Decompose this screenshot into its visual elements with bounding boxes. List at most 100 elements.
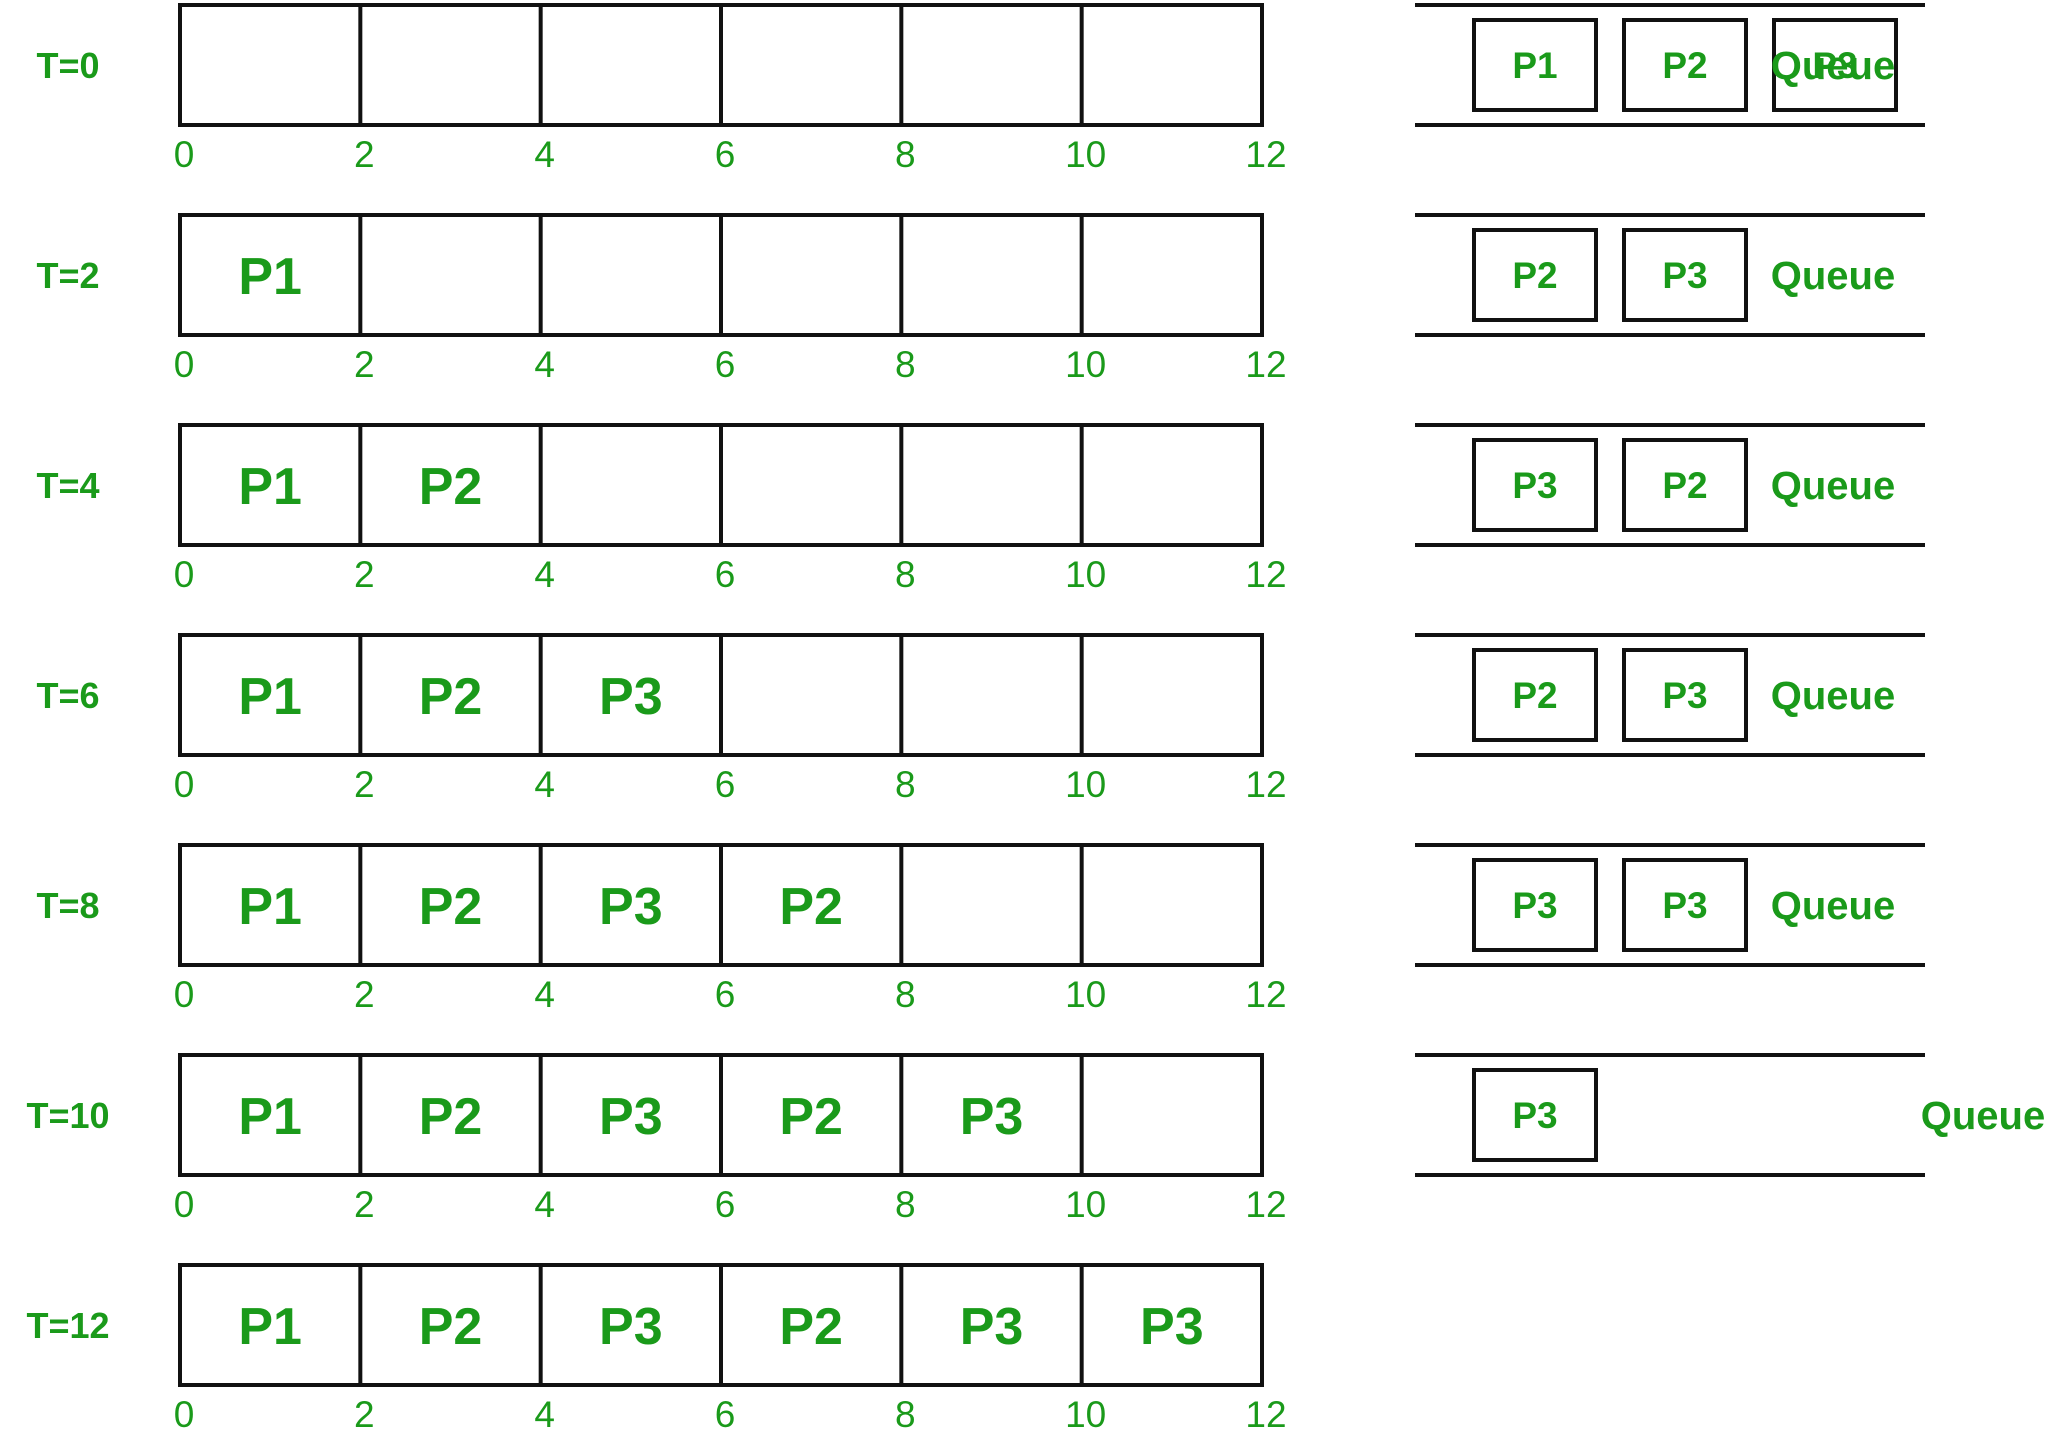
time-label: T=12	[26, 1305, 109, 1346]
axis-tick-label: 4	[534, 554, 555, 595]
timeline-row: T=10 P1 P2 P3 P2 P3 0 2 4 6 8 10 12 P3 Queue	[26, 1053, 2045, 1225]
time-label: T=4	[36, 465, 99, 506]
gantt-process-label: P3	[599, 878, 663, 936]
queue-process-box	[1622, 18, 1748, 112]
queue-process-box	[1472, 438, 1598, 532]
axis-tick-label: 12	[1245, 1394, 1286, 1435]
queue-process-label: P2	[1662, 45, 1707, 86]
queue-process-label: P3	[1512, 885, 1557, 926]
axis-tick-label: 0	[174, 1394, 195, 1435]
axis-tick-label: 4	[534, 1394, 555, 1435]
gantt-process-label: P3	[1140, 1298, 1204, 1356]
queue-process-label: P3	[1512, 1095, 1557, 1136]
axis-tick-label: 8	[895, 764, 916, 805]
queue-process-label: P3	[1662, 885, 1707, 926]
ready-queue: P3 P2 Queue	[1415, 423, 1925, 547]
time-label: T=0	[36, 45, 99, 86]
axis-tick-label: 2	[354, 1184, 375, 1225]
time-label: T=10	[26, 1095, 109, 1136]
timeline-row: T=6 P1 P2 P3 0 2 4 6 8 10 12 P2 P3 Queue	[36, 633, 1925, 805]
axis-tick-label: 0	[174, 764, 195, 805]
axis-tick-label: 2	[354, 344, 375, 385]
axis-tick-label: 10	[1065, 764, 1106, 805]
gantt-process-label: P1	[238, 668, 302, 726]
timeline-row: T=12 P1 P2 P3 P2 P3 P3 0 2 4 6 8 10 12	[26, 1263, 1287, 1435]
axis-tick-label: 12	[1245, 134, 1286, 175]
queue-label: Queue	[1771, 464, 1895, 508]
queue-process-box	[1622, 648, 1748, 742]
axis-tick-label: 12	[1245, 554, 1286, 595]
axis-tick-label: 6	[715, 554, 736, 595]
axis-tick-label: 4	[534, 974, 555, 1015]
gantt-process-label: P2	[779, 878, 843, 936]
queue-process-label: P1	[1512, 45, 1557, 86]
queue-process-box	[1472, 1068, 1598, 1162]
queue-process-box	[1472, 858, 1598, 952]
gantt-process-label: P2	[419, 1298, 483, 1356]
gantt-process-label: P1	[238, 878, 302, 936]
queue-process-box	[1472, 228, 1598, 322]
time-label: T=8	[36, 885, 99, 926]
queue-process-label: P3	[1662, 675, 1707, 716]
axis-tick-label: 4	[534, 344, 555, 385]
gantt-process-label: P2	[779, 1088, 843, 1146]
gantt-process-label: P3	[599, 1298, 663, 1356]
axis-tick-label: 12	[1245, 344, 1286, 385]
axis-tick-label: 6	[715, 1184, 736, 1225]
axis-tick-label: 10	[1065, 1184, 1106, 1225]
axis-tick-label: 6	[715, 1394, 736, 1435]
queue-process-label: P2	[1662, 465, 1707, 506]
queue-label: Queue	[1921, 1094, 2045, 1138]
axis-tick-label: 2	[354, 974, 375, 1015]
queue-label: Queue	[1771, 254, 1895, 298]
gantt-process-label: P1	[238, 458, 302, 516]
ready-queue: P3 P3 Queue	[1415, 843, 1925, 967]
gantt-process-label: P3	[960, 1298, 1024, 1356]
queue-process-label: P2	[1512, 255, 1557, 296]
ready-queue: P2 P3 Queue	[1415, 213, 1925, 337]
axis-tick-label: 12	[1245, 1184, 1286, 1225]
timeline-row: T=2 P1 0 2 4 6 8 10 12 P2 P3 Queue	[36, 213, 1925, 385]
axis-tick-label: 2	[354, 1394, 375, 1435]
gantt-process-label: P2	[419, 458, 483, 516]
time-label: T=2	[36, 255, 99, 296]
gantt-process-label: P1	[238, 248, 302, 306]
axis-tick-label: 2	[354, 134, 375, 175]
axis-tick-label: 2	[354, 554, 375, 595]
queue-process-label: P3	[1812, 45, 1857, 86]
gantt-process-label: P1	[238, 1088, 302, 1146]
axis-tick-label: 8	[895, 1394, 916, 1435]
axis-tick-label: 2	[354, 764, 375, 805]
queue-process-box	[1622, 228, 1748, 322]
axis-tick-label: 8	[895, 554, 916, 595]
queue-process-box	[1472, 18, 1598, 112]
ready-queue: P3 Queue	[1415, 1053, 2045, 1177]
gantt-process-label: P3	[599, 668, 663, 726]
queue-label: Queue	[1771, 44, 1895, 88]
axis-tick-label: 8	[895, 134, 916, 175]
queue-process-box	[1772, 18, 1898, 112]
queue-label: Queue	[1771, 674, 1895, 718]
gantt-process-label: P1	[238, 1298, 302, 1356]
axis-tick-label: 10	[1065, 974, 1106, 1015]
timeline-row: T=4 P1 P2 0 2 4 6 8 10 12 P3 P2 Queue	[36, 423, 1925, 595]
axis-tick-label: 8	[895, 1184, 916, 1225]
axis-tick-label: 8	[895, 974, 916, 1015]
axis-tick-label: 6	[715, 344, 736, 385]
gantt-process-label: P2	[779, 1298, 843, 1356]
axis-tick-label: 4	[534, 1184, 555, 1225]
gantt-process-label: P3	[960, 1088, 1024, 1146]
axis-tick-label: 6	[715, 134, 736, 175]
gantt-process-label: P2	[419, 1088, 483, 1146]
axis-tick-label: 0	[174, 554, 195, 595]
queue-label: Queue	[1771, 884, 1895, 928]
axis-tick-label: 6	[715, 974, 736, 1015]
axis-tick-label: 8	[895, 344, 916, 385]
axis-tick-label: 12	[1245, 764, 1286, 805]
gantt-process-label: P3	[599, 1088, 663, 1146]
timeline-row: T=8 P1 P2 P3 P2 0 2 4 6 8 10 12 P3 P3 Queue	[36, 843, 1925, 1015]
ready-queue: P2 P3 Queue	[1415, 633, 1925, 757]
